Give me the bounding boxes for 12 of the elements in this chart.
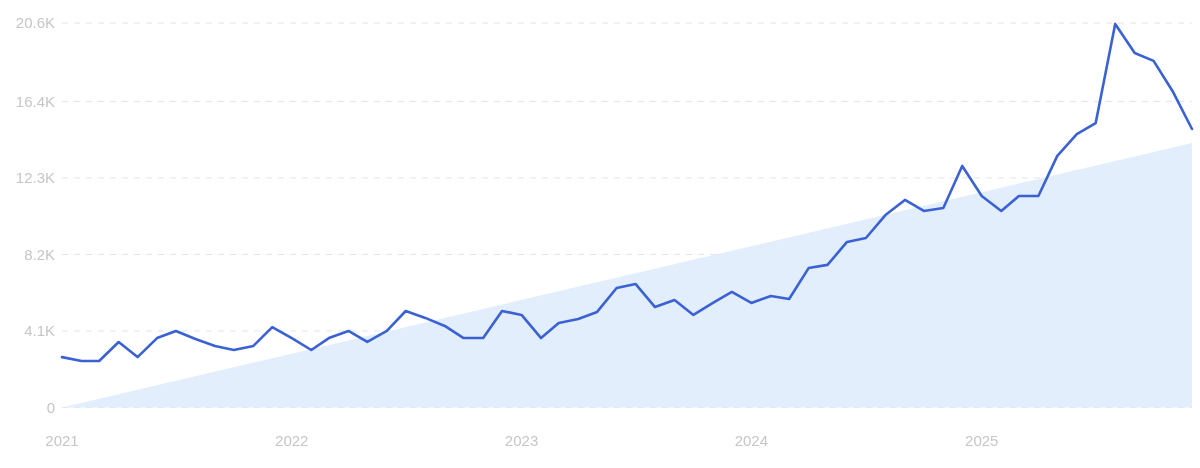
y-tick-label: 12.3K <box>15 169 55 187</box>
y-tick-label: 4.1K <box>24 322 55 340</box>
y-tick-label: 20.6K <box>15 14 55 32</box>
x-tick-label: 2023 <box>504 432 539 449</box>
line-series <box>60 22 1194 363</box>
x-tick-label: 2022 <box>275 432 309 449</box>
x-tick-label: 2024 <box>734 432 769 449</box>
x-tick-label: 2025 <box>965 432 999 449</box>
x-tick-label: 2021 <box>45 432 79 449</box>
y-tick-label: 0 <box>46 398 55 416</box>
y-tick-label: 16.4K <box>15 92 55 110</box>
y-tick-label: 8.2K <box>24 245 55 263</box>
